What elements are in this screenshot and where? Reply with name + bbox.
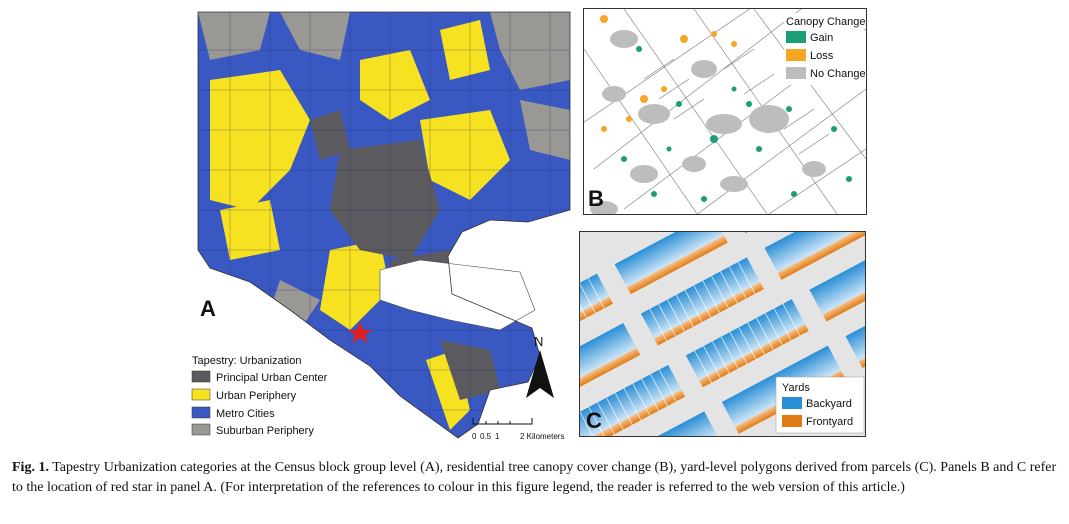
- legend-label-gain: Gain: [810, 32, 833, 44]
- legend-item-suburban-periphery: Suburban Periphery: [191, 423, 314, 437]
- city-boundary: [197, 11, 571, 439]
- panel-a-urbanization-map: A Tapestry: Urbanization Principal Urban…: [190, 10, 573, 440]
- panel-b-canopy-change-map: Canopy Change Gain Loss No Change B: [583, 8, 867, 215]
- scale-bar: 0 0.5 1 2 Kilometers: [472, 418, 564, 440]
- panel-b-legend: Canopy Change Gain Loss No Change: [784, 13, 866, 85]
- panel-b-legend-title: Canopy Change: [786, 16, 866, 28]
- red-star-marker: [348, 322, 372, 343]
- legend-swatch-no-change: [786, 67, 806, 79]
- legend-item-urban-periphery: Urban Periphery: [191, 388, 297, 402]
- legend-item-frontyard: Frontyard: [782, 415, 853, 428]
- canopy-gain: [621, 46, 852, 202]
- legend-label-suburban-periphery: Suburban Periphery: [216, 425, 314, 437]
- legend-swatch-backyard: [782, 397, 802, 409]
- legend-label-principal-urban-center: Principal Urban Center: [216, 372, 328, 384]
- panel-b-letter: B: [588, 186, 604, 211]
- panel-a-legend: Tapestry: Urbanization Principal Urban C…: [191, 355, 328, 437]
- legend-item-principal-urban-center: Principal Urban Center: [191, 370, 328, 384]
- legend-swatch-gain: [786, 31, 806, 43]
- legend-label-metro-cities: Metro Cities: [216, 408, 275, 420]
- legend-swatch-urban-periphery: [191, 388, 211, 401]
- yards-map-svg: Yards Backyard Frontyard C: [580, 232, 865, 436]
- legend-item-gain: Gain: [786, 31, 833, 44]
- legend-swatch-suburban-periphery: [191, 423, 211, 436]
- legend-swatch-principal-urban-center: [191, 370, 211, 383]
- scale-tick-0: 0: [472, 432, 477, 440]
- panel-c-legend: Yards Backyard Frontyard: [775, 376, 865, 434]
- scale-tick-2-kilometers: 2 Kilometers: [520, 432, 564, 440]
- legend-item-metro-cities: Metro Cities: [191, 406, 275, 420]
- urbanization-map-svg: A Tapestry: Urbanization Principal Urban…: [191, 11, 571, 440]
- legend-item-loss: Loss: [786, 49, 834, 62]
- figure-label: Fig. 1.: [12, 460, 49, 475]
- panel-c-yards-map: Yards Backyard Frontyard C: [579, 231, 866, 437]
- north-arrow-icon: N: [526, 334, 554, 398]
- legend-item-no-change: No Change: [786, 67, 866, 80]
- figure-caption-text: Tapestry Urbanization categories at the …: [12, 460, 1057, 495]
- north-label: N: [534, 334, 543, 349]
- scale-tick-0-5: 0.5: [480, 432, 492, 440]
- panel-c-letter: C: [586, 408, 602, 433]
- canopy-no-change: [590, 30, 826, 214]
- legend-swatch-loss: [786, 49, 806, 61]
- legend-item-backyard: Backyard: [782, 397, 852, 410]
- scale-tick-1: 1: [495, 432, 500, 440]
- parcel-lines: [584, 9, 866, 214]
- panel-c-legend-title: Yards: [782, 382, 810, 394]
- panel-a-letter: A: [200, 296, 216, 321]
- legend-label-loss: Loss: [810, 50, 834, 62]
- block-row-1: [580, 232, 852, 360]
- legend-label-no-change: No Change: [810, 68, 866, 80]
- figure-caption: Fig. 1. Tapestry Urbanization categories…: [12, 458, 1057, 498]
- legend-label-urban-periphery: Urban Periphery: [216, 390, 297, 402]
- canopy-loss: [600, 15, 737, 132]
- legend-swatch-metro-cities: [191, 406, 211, 419]
- canopy-change-map-svg: Canopy Change Gain Loss No Change B: [584, 9, 866, 214]
- legend-swatch-frontyard: [782, 415, 802, 427]
- legend-label-frontyard: Frontyard: [806, 416, 853, 428]
- legend-label-backyard: Backyard: [806, 398, 852, 410]
- panel-a-legend-title: Tapestry: Urbanization: [192, 355, 301, 367]
